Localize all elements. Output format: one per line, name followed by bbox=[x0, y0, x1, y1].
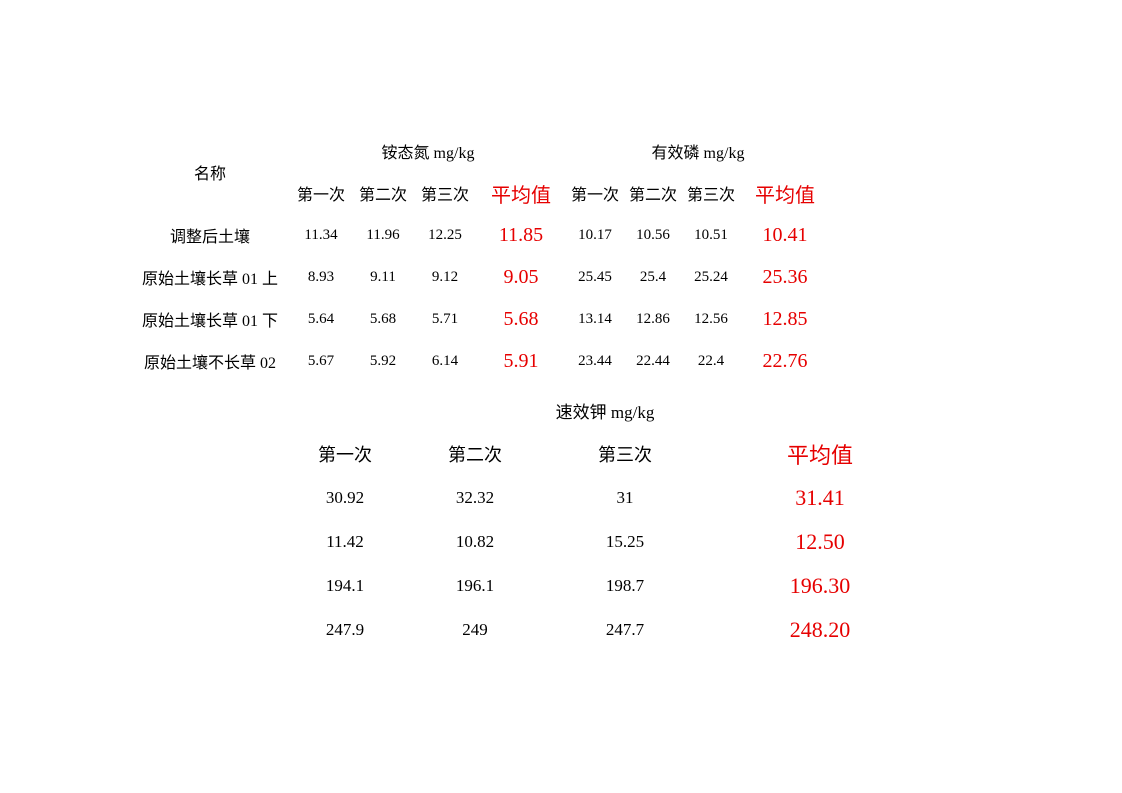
cell-n1: 5.64 bbox=[290, 298, 352, 340]
page-container: 名称 铵态氮 mg/kg 有效磷 mg/kg 第一次 第二次 第三次 平均值 第… bbox=[0, 0, 1122, 652]
header-name: 名称 bbox=[130, 130, 290, 214]
header-n-3: 第三次 bbox=[414, 172, 476, 214]
cell-p3: 25.24 bbox=[682, 256, 740, 298]
header-n-2: 第二次 bbox=[352, 172, 414, 214]
table1-header-row-1: 名称 铵态氮 mg/kg 有效磷 mg/kg bbox=[130, 130, 830, 172]
cell-k2: 196.1 bbox=[410, 564, 540, 608]
cell-p2: 25.4 bbox=[624, 256, 682, 298]
cell-k3: 247.7 bbox=[540, 608, 710, 652]
header-p-2: 第二次 bbox=[624, 172, 682, 214]
row-name: 原始土壤长草 01 上 bbox=[130, 256, 290, 298]
cell-k2: 10.82 bbox=[410, 520, 540, 564]
cell-p3: 12.56 bbox=[682, 298, 740, 340]
cell-n1: 5.67 bbox=[290, 340, 352, 382]
table2-row: 194.1 196.1 198.7 196.30 bbox=[280, 564, 930, 608]
cell-k1: 11.42 bbox=[280, 520, 410, 564]
cell-k2: 249 bbox=[410, 608, 540, 652]
cell-k1: 30.92 bbox=[280, 476, 410, 520]
cell-n2: 5.68 bbox=[352, 298, 414, 340]
cell-p2: 12.86 bbox=[624, 298, 682, 340]
row-name: 原始土壤长草 01 下 bbox=[130, 298, 290, 340]
header-p-3: 第三次 bbox=[682, 172, 740, 214]
header-group-phosphorus: 有效磷 mg/kg bbox=[566, 130, 830, 172]
cell-k-avg: 31.41 bbox=[710, 476, 930, 520]
cell-p2: 22.44 bbox=[624, 340, 682, 382]
header-k-1: 第一次 bbox=[280, 432, 410, 476]
cell-p-avg: 22.76 bbox=[740, 340, 830, 382]
cell-k-avg: 196.30 bbox=[710, 564, 930, 608]
cell-k3: 198.7 bbox=[540, 564, 710, 608]
cell-p3: 10.51 bbox=[682, 214, 740, 256]
row-name: 调整后土壤 bbox=[130, 214, 290, 256]
table1-row: 原始土壤长草 01 上 8.93 9.11 9.12 9.05 25.45 25… bbox=[130, 256, 830, 298]
cell-n-avg: 5.91 bbox=[476, 340, 566, 382]
table2-header-row-1: 速效钾 mg/kg bbox=[280, 388, 930, 432]
header-k-avg: 平均值 bbox=[710, 432, 930, 476]
cell-p-avg: 12.85 bbox=[740, 298, 830, 340]
cell-p1: 13.14 bbox=[566, 298, 624, 340]
cell-n1: 8.93 bbox=[290, 256, 352, 298]
cell-p2: 10.56 bbox=[624, 214, 682, 256]
cell-n2: 5.92 bbox=[352, 340, 414, 382]
cell-n1: 11.34 bbox=[290, 214, 352, 256]
cell-k3: 31 bbox=[540, 476, 710, 520]
soil-nitrogen-phosphorus-table: 名称 铵态氮 mg/kg 有效磷 mg/kg 第一次 第二次 第三次 平均值 第… bbox=[130, 130, 830, 382]
cell-n3: 5.71 bbox=[414, 298, 476, 340]
header-k-2: 第二次 bbox=[410, 432, 540, 476]
cell-n3: 9.12 bbox=[414, 256, 476, 298]
table2-row: 30.92 32.32 31 31.41 bbox=[280, 476, 930, 520]
cell-n2: 11.96 bbox=[352, 214, 414, 256]
cell-p-avg: 25.36 bbox=[740, 256, 830, 298]
table2-row: 247.9 249 247.7 248.20 bbox=[280, 608, 930, 652]
cell-p1: 25.45 bbox=[566, 256, 624, 298]
cell-k2: 32.32 bbox=[410, 476, 540, 520]
cell-k-avg: 12.50 bbox=[710, 520, 930, 564]
soil-potassium-table: 速效钾 mg/kg 第一次 第二次 第三次 平均值 30.92 32.32 31… bbox=[280, 388, 930, 652]
cell-p3: 22.4 bbox=[682, 340, 740, 382]
cell-k-avg: 248.20 bbox=[710, 608, 930, 652]
cell-n3: 12.25 bbox=[414, 214, 476, 256]
table1-row: 原始土壤长草 01 下 5.64 5.68 5.71 5.68 13.14 12… bbox=[130, 298, 830, 340]
header-group-potassium: 速效钾 mg/kg bbox=[280, 388, 930, 432]
row-name: 原始土壤不长草 02 bbox=[130, 340, 290, 382]
cell-p1: 10.17 bbox=[566, 214, 624, 256]
cell-k1: 194.1 bbox=[280, 564, 410, 608]
cell-n3: 6.14 bbox=[414, 340, 476, 382]
header-n-1: 第一次 bbox=[290, 172, 352, 214]
cell-n2: 9.11 bbox=[352, 256, 414, 298]
table1-row: 原始土壤不长草 02 5.67 5.92 6.14 5.91 23.44 22.… bbox=[130, 340, 830, 382]
header-n-avg: 平均值 bbox=[476, 172, 566, 214]
table2-header-row-2: 第一次 第二次 第三次 平均值 bbox=[280, 432, 930, 476]
cell-k3: 15.25 bbox=[540, 520, 710, 564]
cell-p1: 23.44 bbox=[566, 340, 624, 382]
cell-n-avg: 5.68 bbox=[476, 298, 566, 340]
header-k-3: 第三次 bbox=[540, 432, 710, 476]
table2-row: 11.42 10.82 15.25 12.50 bbox=[280, 520, 930, 564]
cell-n-avg: 9.05 bbox=[476, 256, 566, 298]
header-p-1: 第一次 bbox=[566, 172, 624, 214]
table1-row: 调整后土壤 11.34 11.96 12.25 11.85 10.17 10.5… bbox=[130, 214, 830, 256]
cell-k1: 247.9 bbox=[280, 608, 410, 652]
header-group-nitrogen: 铵态氮 mg/kg bbox=[290, 130, 566, 172]
header-p-avg: 平均值 bbox=[740, 172, 830, 214]
cell-n-avg: 11.85 bbox=[476, 214, 566, 256]
cell-p-avg: 10.41 bbox=[740, 214, 830, 256]
